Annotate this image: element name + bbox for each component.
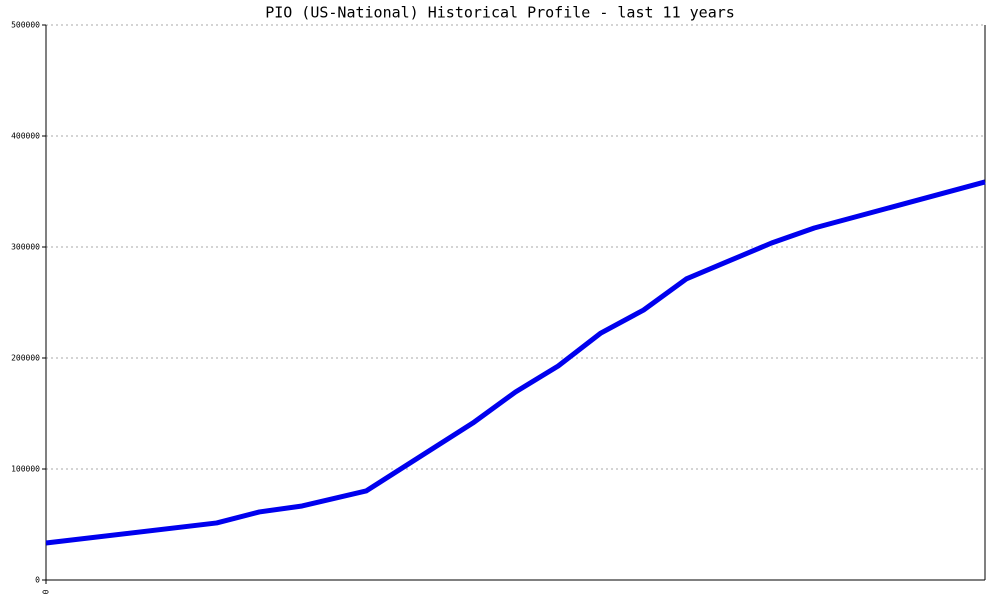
y-tick-label: 0 bbox=[35, 576, 40, 585]
y-tick-label: 400000 bbox=[11, 132, 40, 141]
x-tick-label: 0 bbox=[42, 589, 51, 594]
y-tick-label: 200000 bbox=[11, 354, 40, 363]
data-line bbox=[45, 179, 986, 546]
y-tick-label: 100000 bbox=[11, 465, 40, 474]
chart-title: PIO (US-National) Historical Profile - l… bbox=[265, 4, 735, 22]
y-tick-label: 300000 bbox=[11, 243, 40, 252]
y-tick-label: 500000 bbox=[11, 21, 40, 30]
